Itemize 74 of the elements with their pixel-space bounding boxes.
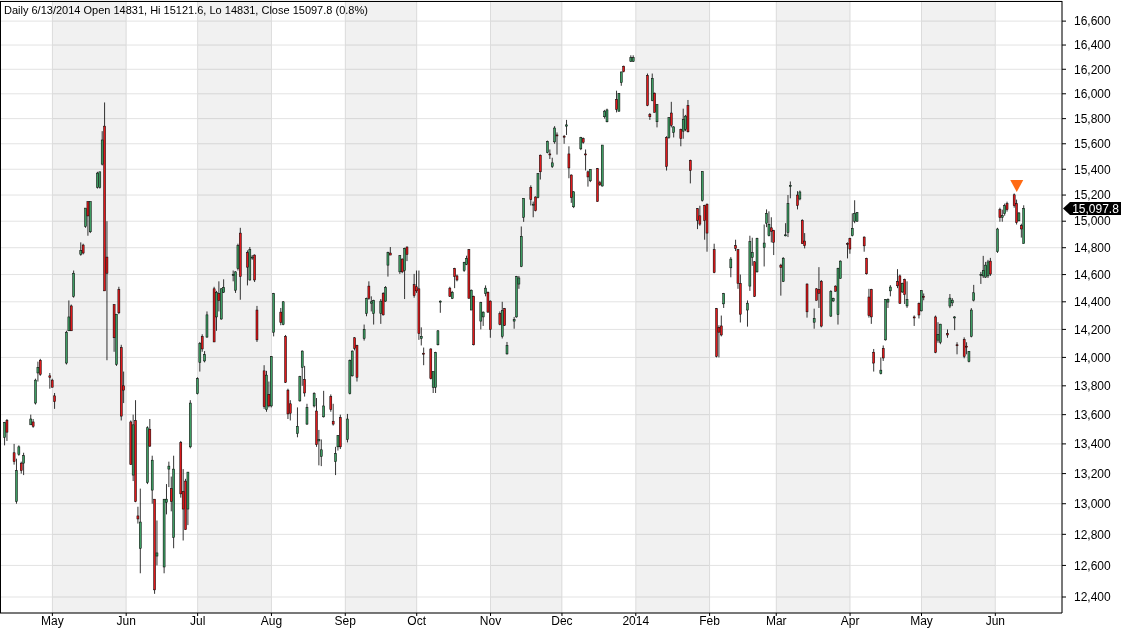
y-tick-label: 12,600 (1074, 558, 1112, 573)
candlestick (648, 112, 652, 121)
y-tick-label: 14,800 (1074, 240, 1112, 255)
candlestick (584, 149, 587, 171)
y-tick-label: 12,800 (1074, 527, 1112, 542)
candlestick (953, 315, 956, 331)
y-tick-label: 15,200 (1074, 188, 1112, 203)
candlestick (989, 257, 992, 277)
y-tick-label: 16,600 (1074, 14, 1112, 29)
candlestick (696, 207, 699, 230)
x-tick-label: Sep (334, 613, 357, 628)
x-tick-label: Dec (551, 613, 573, 628)
candlestick (439, 300, 442, 314)
candlestick (912, 315, 916, 327)
candlestick (846, 241, 849, 259)
candlestick (746, 300, 749, 328)
candlestick (801, 218, 804, 245)
y-tick-label: 15,000 (1074, 214, 1112, 229)
y-tick-label: 14,200 (1074, 322, 1112, 337)
candlestick (812, 308, 816, 330)
candlestick (955, 341, 959, 355)
candlestick (362, 324, 366, 341)
candlestick (522, 197, 525, 223)
y-tick-label: 14,400 (1074, 295, 1112, 310)
candlestick (286, 388, 290, 420)
candlestick (305, 403, 309, 426)
candlestick (565, 119, 568, 136)
x-tick-label: Mar (765, 613, 787, 628)
y-tick-label: 13,400 (1074, 437, 1112, 452)
x-tick-label: Oct (407, 613, 427, 628)
y-tick-label: 12,400 (1074, 590, 1112, 605)
candlestick (346, 413, 349, 443)
candlestick (698, 205, 702, 227)
candlestick (996, 227, 999, 254)
candlestick (322, 390, 325, 418)
x-tick-label: Jun (985, 613, 1006, 628)
y-tick-label: 15,800 (1074, 111, 1112, 126)
y-tick-label: 16,200 (1074, 62, 1112, 77)
candlestick (729, 256, 733, 278)
x-tick-label: Feb (699, 613, 721, 628)
y-tick-label: 14,600 (1074, 267, 1112, 282)
candlestick (422, 347, 425, 366)
y-tick-label: 16,000 (1074, 87, 1112, 102)
candlestick (334, 446, 337, 476)
x-tick-label: Jun (116, 613, 136, 628)
y-tick-label: 13,800 (1074, 379, 1112, 394)
candlestick (72, 270, 75, 299)
y-tick-label: 14,000 (1074, 350, 1112, 365)
candlestick (712, 243, 716, 274)
x-tick-label: Aug (260, 613, 283, 628)
x-tick-label: May (41, 613, 64, 628)
candlestick (5, 418, 9, 442)
x-tick-label: Nov (479, 613, 502, 628)
candlestick (296, 407, 299, 438)
chart-title: Daily 6/13/2014 Open 14831, Hi 15121.6, Lo 14831, Close 15097.8 (0.8%) (4, 4, 368, 16)
candlestick (372, 299, 375, 325)
y-tick-label: 13,000 (1074, 496, 1112, 511)
x-tick-label: Apr (840, 613, 860, 628)
candlestick (562, 134, 566, 145)
x-tick-label: May (910, 613, 933, 628)
x-tick-label: 2014 (622, 613, 650, 628)
candlestick (872, 348, 875, 372)
candlestick (3, 421, 6, 446)
y-tick-label: 16,400 (1074, 38, 1112, 53)
candlestick (939, 323, 942, 345)
y-tick-label: 15,400 (1074, 162, 1112, 177)
y-tick-label: 13,600 (1074, 407, 1112, 422)
y-tick-label: 15,600 (1074, 137, 1112, 152)
price-tag: 15,097.8 (1063, 201, 1121, 216)
candlestick (386, 251, 390, 277)
y-tick-label: 13,200 (1074, 466, 1112, 481)
candlestick (998, 207, 1002, 223)
x-tick-label: Jul (189, 613, 206, 628)
candlestick (905, 280, 909, 309)
